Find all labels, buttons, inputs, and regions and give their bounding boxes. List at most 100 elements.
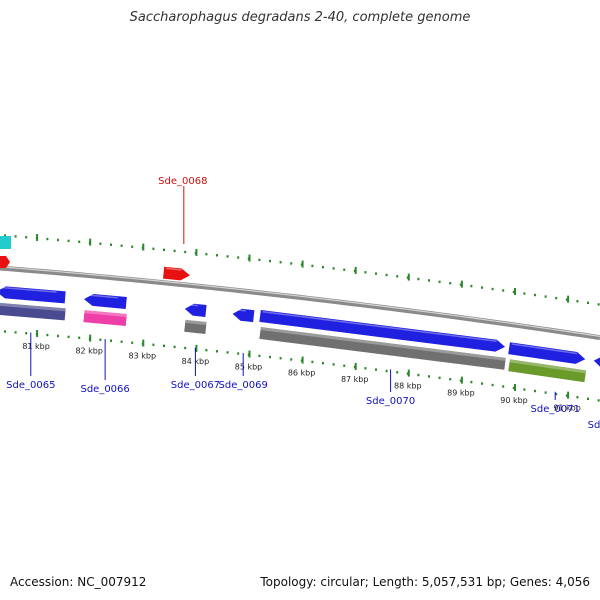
outer-minor-tick xyxy=(449,282,452,285)
outer-minor-tick xyxy=(470,284,473,288)
outer-minor-tick xyxy=(396,275,399,278)
outer-minor-tick xyxy=(4,234,6,237)
scale-tick-label: 83 kbp xyxy=(129,352,157,361)
inner-major-tick xyxy=(567,391,570,399)
gene-label-sde_0067: Sde_0067 xyxy=(171,380,220,391)
gene-label-sde_0068: Sde_0068 xyxy=(158,176,207,187)
outer-minor-tick xyxy=(523,292,526,295)
gene-arrow-sde_0066-shine xyxy=(86,294,118,299)
inner-minor-tick xyxy=(46,333,49,337)
cds-bar-sde_0071-shine xyxy=(509,359,587,374)
outer-minor-tick xyxy=(512,290,515,294)
inner-minor-tick xyxy=(332,363,335,366)
outer-major-tick xyxy=(142,243,145,251)
inner-minor-tick xyxy=(449,378,452,381)
outer-minor-tick xyxy=(428,279,430,282)
inner-minor-tick xyxy=(459,379,462,382)
scale-tick-label: 86 kbp xyxy=(288,369,316,378)
cds-bar-sde_0070 xyxy=(259,327,506,370)
outer-minor-tick xyxy=(311,264,314,268)
inner-major-tick xyxy=(36,329,39,337)
outer-minor-tick xyxy=(216,254,218,257)
inner-minor-tick xyxy=(290,358,293,361)
gene-arrow-sde_0067 xyxy=(184,303,207,317)
inner-major-tick xyxy=(514,383,516,391)
outer-minor-tick xyxy=(25,236,28,239)
cds-bar-sde_0067 xyxy=(184,319,207,334)
inner-major-tick xyxy=(248,350,251,358)
outer-minor-tick xyxy=(131,245,134,248)
genome-backbone xyxy=(0,265,600,341)
inner-minor-tick xyxy=(173,345,176,349)
scale-tick-label: 87 kbp xyxy=(341,375,369,384)
cds-bar-sde_0065-shine xyxy=(0,302,66,312)
inner-minor-tick xyxy=(481,382,483,385)
outer-minor-tick xyxy=(491,287,494,291)
gene-arrow-sde_0068 xyxy=(163,266,191,281)
scale-tick-label: 91 kbp xyxy=(553,404,581,413)
inner-major-tick xyxy=(195,344,198,352)
outer-major-tick xyxy=(301,260,304,268)
inner-minor-tick xyxy=(417,373,420,377)
inner-minor-tick xyxy=(311,360,314,364)
outer-minor-tick xyxy=(417,277,420,281)
outer-minor-tick xyxy=(587,301,589,305)
inner-minor-tick xyxy=(258,354,261,358)
inner-minor-tick xyxy=(502,385,505,388)
inner-minor-tick xyxy=(152,343,155,346)
gene-arrow-sde_0067-shine xyxy=(187,303,199,307)
outer-minor-tick xyxy=(237,256,240,259)
inner-minor-tick xyxy=(364,367,367,370)
outer-major-tick xyxy=(195,248,198,256)
outer-minor-tick xyxy=(46,237,49,241)
inner-minor-tick xyxy=(587,397,589,401)
inner-minor-tick xyxy=(205,348,208,352)
inner-minor-tick xyxy=(237,352,240,355)
outer-minor-tick xyxy=(269,259,271,263)
outer-major-tick xyxy=(354,266,357,274)
outer-minor-tick xyxy=(67,239,70,243)
inner-minor-tick xyxy=(14,331,17,334)
outer-minor-tick xyxy=(459,283,462,286)
outer-minor-tick xyxy=(226,255,229,258)
outer-minor-tick xyxy=(343,268,346,271)
outer-minor-tick xyxy=(565,298,568,301)
inner-minor-tick xyxy=(343,364,346,367)
genome-summary-label: Topology: circular; Length: 5,057,531 bp… xyxy=(260,575,590,589)
inner-minor-tick xyxy=(120,340,123,343)
gene-arrow-sde_0065 xyxy=(0,286,66,304)
gene-arrow-sde_0068-shine xyxy=(165,267,182,271)
accession-label: Accession: NC_007912 xyxy=(10,575,147,589)
outer-major-tick xyxy=(567,295,570,303)
outer-major-tick xyxy=(36,233,39,241)
outer-minor-tick xyxy=(597,303,600,306)
cds-bar-sde_0065 xyxy=(0,302,66,321)
cds-bar-sde_0071 xyxy=(508,359,587,383)
outer-major-tick xyxy=(89,238,92,246)
gene-arrow-sde_0066 xyxy=(83,293,127,310)
outer-minor-tick xyxy=(120,244,123,247)
gene-arrow-sde_0071 xyxy=(508,342,586,364)
outer-minor-tick xyxy=(375,272,377,275)
outer-major-tick xyxy=(407,273,410,281)
scale-tick-label: 85 kbp xyxy=(235,363,263,372)
outer-minor-tick xyxy=(576,300,579,303)
inner-minor-tick xyxy=(279,357,282,360)
inner-minor-tick xyxy=(163,344,165,348)
outer-minor-tick xyxy=(438,280,441,284)
inner-minor-tick xyxy=(226,351,229,354)
gene-label-sde_0072: Sde_0072 xyxy=(588,420,600,431)
outer-major-tick xyxy=(248,254,251,262)
inner-minor-tick xyxy=(99,338,102,341)
inner-minor-tick xyxy=(57,334,59,338)
inner-major-tick xyxy=(89,334,92,342)
gene-arrow-sde_0069-shine xyxy=(235,308,246,312)
inner-minor-tick xyxy=(269,355,271,359)
inner-major-tick xyxy=(407,369,410,377)
gene-label-sde_0066: Sde_0066 xyxy=(80,384,129,395)
gene-arrow-sde_0072-shine xyxy=(596,355,600,359)
gene-arrow-sde_0070-shine xyxy=(262,310,497,342)
gene-label-sde_0065: Sde_0065 xyxy=(6,380,55,391)
inner-minor-tick xyxy=(396,371,399,374)
inner-major-tick xyxy=(354,362,357,370)
